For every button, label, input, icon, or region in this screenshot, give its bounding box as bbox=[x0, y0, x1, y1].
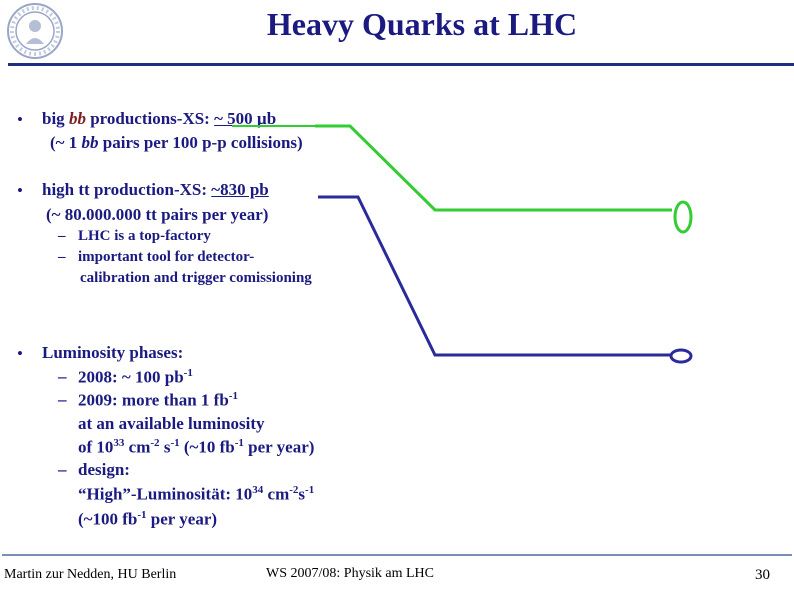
footer-rule bbox=[2, 554, 792, 556]
tt-symbol: tt bbox=[78, 180, 90, 199]
text-span: pairs per 100 p-p collisions) bbox=[98, 133, 303, 152]
superscript: -1 bbox=[305, 484, 315, 496]
footer-author: Martin zur Nedden, HU Berlin bbox=[4, 567, 177, 582]
text-span: production-XS: bbox=[89, 180, 212, 199]
text-span: per year) bbox=[146, 509, 218, 529]
blue-connector-line bbox=[318, 195, 672, 357]
bullet-marker: • bbox=[17, 344, 23, 363]
superscript: -2 bbox=[150, 437, 160, 449]
superscript: -2 bbox=[289, 484, 299, 496]
text-span: cm bbox=[263, 484, 290, 504]
phase-2009-cont: at an available luminosity bbox=[78, 414, 265, 433]
sub-item-detector-tool: important tool for detector- bbox=[78, 249, 255, 265]
bb-symbol: bb bbox=[68, 109, 86, 128]
text-span: 2008: ~ 100 pb bbox=[78, 367, 184, 387]
bullet-marker: • bbox=[17, 110, 23, 129]
superscript: -1 bbox=[234, 437, 244, 449]
bullet-tt-line1: high tt production-XS: ~830 pb bbox=[42, 180, 269, 200]
bb-symbol: bb bbox=[81, 133, 99, 152]
text-span: cm bbox=[124, 437, 151, 457]
green-oval-marker bbox=[673, 200, 693, 234]
bullet-marker: • bbox=[17, 181, 23, 200]
superscript: -1 bbox=[183, 367, 193, 379]
bb-xs-value: ~ 500 µb bbox=[214, 109, 277, 128]
text-span: (~100 fb bbox=[78, 509, 138, 529]
sub-dash: – bbox=[58, 390, 67, 409]
phase-design-rate: (~100 fb-1 per year) bbox=[78, 509, 217, 530]
superscript: -1 bbox=[170, 437, 180, 449]
superscript: 33 bbox=[113, 437, 125, 449]
luminosity-heading: Luminosity phases: bbox=[42, 343, 184, 362]
phase-design-luminosity: “High”-Luminosität: 1034 cm-2s-1 bbox=[78, 484, 314, 505]
superscript: -1 bbox=[228, 390, 238, 402]
text-span: per year) bbox=[243, 437, 315, 457]
sub-dash: – bbox=[58, 460, 67, 479]
superscript: 34 bbox=[252, 484, 264, 496]
text-span: productions-XS: bbox=[85, 109, 215, 128]
text-span: of 10 bbox=[78, 437, 114, 457]
sub-item-detector-tool-cont: calibration and trigger comissioning bbox=[80, 270, 312, 286]
bullet-bb-line2: (~ 1 bb pairs per 100 p-p collisions) bbox=[50, 133, 303, 153]
text-span: s bbox=[159, 437, 171, 457]
sub-item-top-factory: LHC is a top-factory bbox=[78, 228, 211, 244]
phase-2008: 2008: ~ 100 pb-1 bbox=[78, 367, 193, 388]
text-span: 2009: more than 1 fb bbox=[78, 390, 229, 410]
tt-xs-value: ~830 pb bbox=[211, 180, 269, 199]
phase-design: design: bbox=[78, 460, 130, 479]
university-seal-icon bbox=[7, 3, 63, 59]
text-span: s bbox=[298, 484, 306, 504]
page-number: 30 bbox=[755, 567, 770, 583]
phase-2009-luminosity: of 1033 cm-2 s-1 (~10 fb-1 per year) bbox=[78, 437, 314, 458]
title-rule bbox=[8, 63, 794, 66]
phase-2009: 2009: more than 1 fb-1 bbox=[78, 390, 238, 411]
footer-course: WS 2007/08: Physik am LHC bbox=[266, 566, 435, 581]
text-span: (~10 fb bbox=[179, 437, 235, 457]
superscript: -1 bbox=[137, 509, 147, 521]
text-span: “High”-Luminosität: 10 bbox=[78, 484, 253, 504]
sub-dash: – bbox=[58, 367, 67, 386]
text-span: big bbox=[42, 109, 69, 128]
blue-oval-marker bbox=[669, 348, 693, 364]
bullet-bb-line1: big bb productions-XS: ~ 500 µb bbox=[42, 109, 276, 129]
green-connector-line bbox=[315, 124, 672, 212]
bullet-tt-line2: (~ 80.000.000 tt pairs per year) bbox=[46, 205, 269, 224]
sub-dash: – bbox=[58, 228, 66, 244]
sub-dash: – bbox=[58, 249, 66, 265]
page-title: Heavy Quarks at LHC bbox=[266, 6, 578, 42]
text-span: (~ 1 bbox=[50, 133, 82, 152]
text-span: high bbox=[42, 180, 79, 199]
